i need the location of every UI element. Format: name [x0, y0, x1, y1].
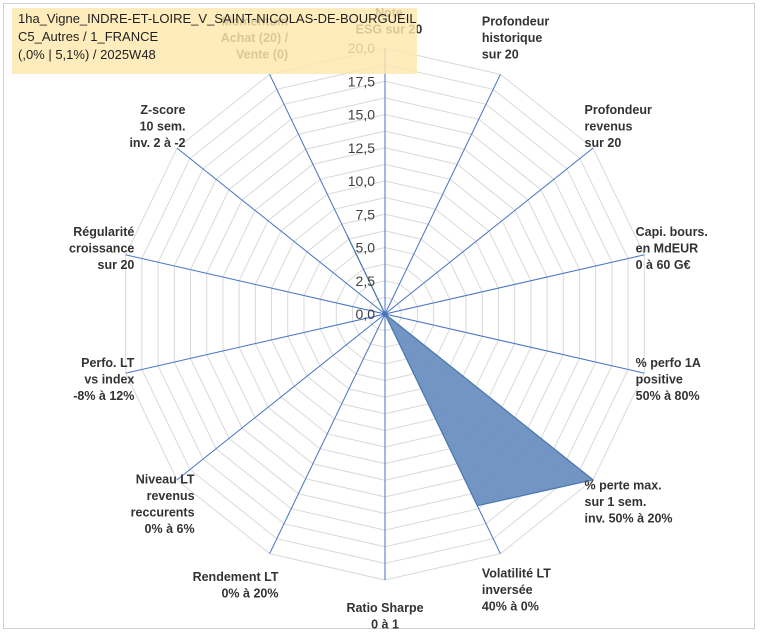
radar-chart: 0,02,55,07,510,012,515,017,520,0 NoteESG…	[69, 6, 708, 630]
spoke	[384, 254, 645, 315]
tick-label: 12,5	[348, 140, 375, 156]
axis-label: Régularité croissance sur 20	[69, 225, 134, 272]
axis-label: Rendement LT 0% à 20%	[193, 570, 279, 601]
axis-label: Perfo. LT vs index -8% à 12%	[73, 356, 135, 403]
title-line-1: 1ha_Vigne_INDRE-ET-LOIRE_V_SAINT-NICOLAS…	[18, 11, 417, 26]
spoke	[384, 74, 501, 315]
axis-label: Ratio Sharpe 0 à 1	[346, 601, 423, 630]
chart-frame: 0,02,55,07,510,012,515,017,520,0 NoteESG…	[3, 3, 755, 630]
series-area	[346, 234, 595, 507]
axis-label: Capi. bours. en MdEUR 0 à 60 G€	[636, 225, 708, 272]
spoke	[176, 313, 386, 481]
axis-label: % perte max. sur 1 sem. inv. 50% à 20%	[585, 478, 673, 525]
axis-label: Profondeur revenus sur 20	[585, 103, 652, 150]
tick-label: 5,0	[356, 240, 376, 256]
title-line-3: (,0% | 5,1%) / 2025W48	[18, 47, 156, 62]
chart-title: 1ha_Vigne_INDRE-ET-LOIRE_V_SAINT-NICOLAS…	[12, 8, 417, 74]
radial-tick-labels: 0,02,55,07,510,012,515,017,520,0	[348, 40, 375, 322]
tick-label: 17,5	[348, 73, 375, 89]
spoke	[384, 313, 645, 374]
spoke	[176, 147, 386, 315]
tick-label: 15,0	[348, 107, 375, 123]
spoke	[125, 254, 386, 315]
axis-label: Z-score 10 sem. inv. 2 à -2	[129, 103, 185, 150]
axis-label: Volatilité LT inversée 40% à 0%	[482, 567, 551, 614]
axis-label: Profondeur historique sur 20	[482, 15, 549, 62]
axis-label: % perfo 1A positive 50% à 80%	[636, 356, 701, 403]
spoke	[384, 147, 594, 315]
radar-series	[346, 234, 595, 507]
title-line-2: C5_Autres / 1_FRANCE	[18, 29, 159, 44]
spoke	[125, 313, 386, 374]
tick-label: 7,5	[356, 206, 376, 222]
tick-label: 0,0	[356, 306, 376, 322]
tick-label: 10,0	[348, 173, 375, 189]
axis-label: Niveau LT revenus reccurents 0% à 6%	[131, 473, 195, 537]
spoke	[269, 313, 386, 554]
tick-label: 2,5	[356, 273, 376, 289]
